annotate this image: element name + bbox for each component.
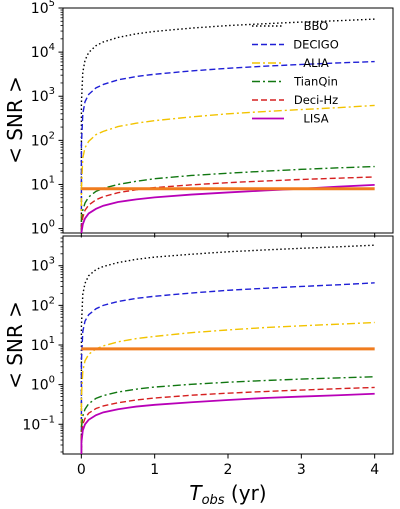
x-axis-label-unit: (yr) xyxy=(225,481,267,505)
y-tick-base: 10 xyxy=(31,222,49,238)
plot-frame-top xyxy=(62,7,394,234)
x-axis-label-main: T xyxy=(189,481,203,505)
series-alia-line xyxy=(80,321,375,454)
y-tick-label: 102 xyxy=(31,295,55,314)
legend-label: DECIGO xyxy=(293,38,339,52)
series-deci-hz-line xyxy=(80,176,375,233)
series-lisa-line xyxy=(80,183,375,233)
y-tick-exponent: 4 xyxy=(49,42,55,53)
legend-label: LISA xyxy=(303,112,328,126)
series-group-top xyxy=(80,18,375,233)
x-tick-label: 3 xyxy=(297,462,306,478)
x-ticks-top xyxy=(80,233,376,238)
y-tick-exponent: 1 xyxy=(49,335,55,346)
x-tick-label: 2 xyxy=(224,462,233,478)
legend-label: TianQin xyxy=(293,75,338,89)
y-axis-label-top: < SNR > xyxy=(3,76,27,164)
y-tick-base: 10 xyxy=(22,417,40,433)
y-tick-base: 10 xyxy=(31,338,49,354)
series-lisa-line xyxy=(80,392,375,454)
series-alia-line xyxy=(80,104,375,233)
y-tick-label: 102 xyxy=(31,130,55,149)
legend-label: Deci-Hz xyxy=(294,93,338,107)
series-deci-hz-line xyxy=(80,386,375,454)
y-tick-exponent: 3 xyxy=(49,256,55,267)
y-tick-exponent: 5 xyxy=(49,0,55,9)
y-tick-base: 10 xyxy=(31,177,49,193)
plot-frame-bottom xyxy=(62,235,394,455)
legend-label: ALIA xyxy=(303,56,329,70)
y-tick-exponent: 3 xyxy=(49,86,55,97)
series-bbo-line xyxy=(80,18,375,233)
legend: BBO DECIGO ALIA TianQin Deci-Hz LISA xyxy=(252,19,339,126)
y-tick-exponent: −1 xyxy=(40,414,55,425)
y-tick-label: 100 xyxy=(31,219,55,238)
y-axis-label-bottom: < SNR > xyxy=(3,301,27,389)
y-tick-exponent: 0 xyxy=(49,375,55,386)
y-tick-base: 10 xyxy=(31,133,49,149)
y-tick-base: 10 xyxy=(31,298,49,314)
y-tick-label: 101 xyxy=(31,335,55,354)
y-tick-label: 103 xyxy=(31,256,55,275)
y-tick-label: 105 xyxy=(31,0,55,17)
y-tick-exponent: 2 xyxy=(49,130,55,141)
y-tick-label: 10−1 xyxy=(22,414,55,433)
y-tick-base: 10 xyxy=(31,259,49,275)
y-tick-label: 103 xyxy=(31,86,55,105)
y-tick-exponent: 0 xyxy=(49,219,55,230)
x-ticks-bottom: 0 1 2 3 4 xyxy=(77,454,379,478)
y-tick-base: 10 xyxy=(31,45,49,61)
x-axis-label: Tobs (yr) xyxy=(189,481,266,508)
y-tick-exponent: 2 xyxy=(49,295,55,306)
x-axis-label-subscript: obs xyxy=(202,493,225,508)
series-decigo-line xyxy=(80,282,375,454)
y-tick-base: 10 xyxy=(31,378,49,394)
legend-label: BBO xyxy=(304,19,329,33)
y-tick-base: 10 xyxy=(31,1,49,17)
y-tick-label: 100 xyxy=(31,375,55,394)
y-tick-label: 104 xyxy=(31,42,55,61)
x-tick-label: 4 xyxy=(370,462,379,478)
x-tick-label: 1 xyxy=(150,462,159,478)
series-group-bottom xyxy=(80,244,375,454)
y-tick-base: 10 xyxy=(31,89,49,105)
series-decigo-line xyxy=(80,60,375,233)
x-tick-label: 0 xyxy=(77,462,86,478)
y-tick-exponent: 1 xyxy=(49,174,55,185)
y-tick-label: 101 xyxy=(31,174,55,193)
series-bbo-line xyxy=(80,244,375,454)
series-tianqin-line xyxy=(80,376,375,454)
series-tianqin-line xyxy=(80,165,375,233)
